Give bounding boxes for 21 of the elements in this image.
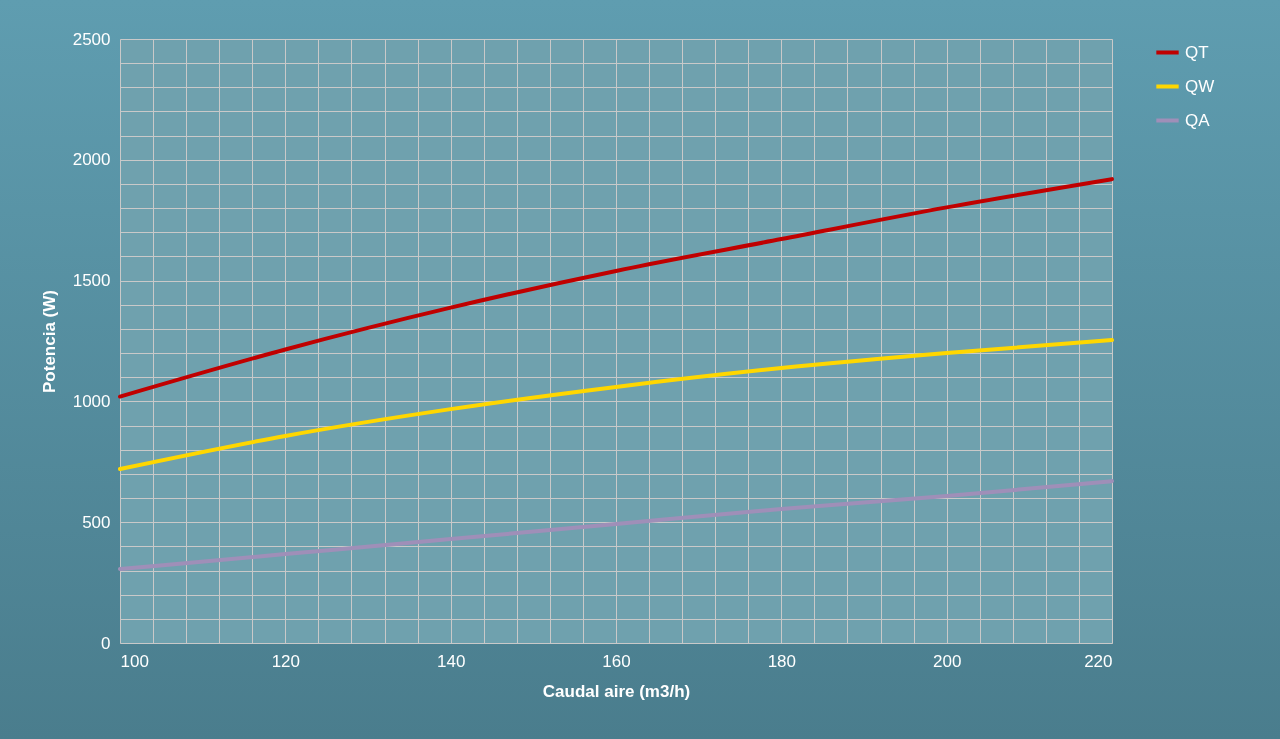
- line-series: [118, 338, 1114, 472]
- y-tick-label: 1500: [72, 271, 111, 291]
- x-tick-label: 160: [602, 651, 631, 671]
- x-tick-label: 220: [1084, 651, 1113, 671]
- line-series: [118, 479, 1114, 572]
- x-tick-label: 120: [271, 651, 301, 671]
- y-axis-title: Potencia (W): [39, 290, 59, 393]
- y-tick-label: 1000: [72, 391, 111, 411]
- y-tick-label: 2000: [72, 150, 111, 170]
- x-tick-label: 140: [436, 651, 466, 671]
- x-tick-label: 180: [767, 651, 797, 671]
- legend-label: QT: [1185, 42, 1209, 62]
- y-tick-label: 500: [82, 512, 111, 532]
- legend-label: QW: [1185, 76, 1215, 96]
- y-tick-label: 0: [101, 633, 111, 653]
- line-series: [118, 177, 1114, 399]
- x-tick-label: 200: [932, 651, 962, 671]
- legend-label: QA: [1185, 110, 1211, 130]
- x-tick-label: 100: [120, 651, 149, 671]
- x-axis-title: Caudal aire (m3/h): [542, 681, 691, 701]
- y-tick-label: 2500: [72, 29, 111, 49]
